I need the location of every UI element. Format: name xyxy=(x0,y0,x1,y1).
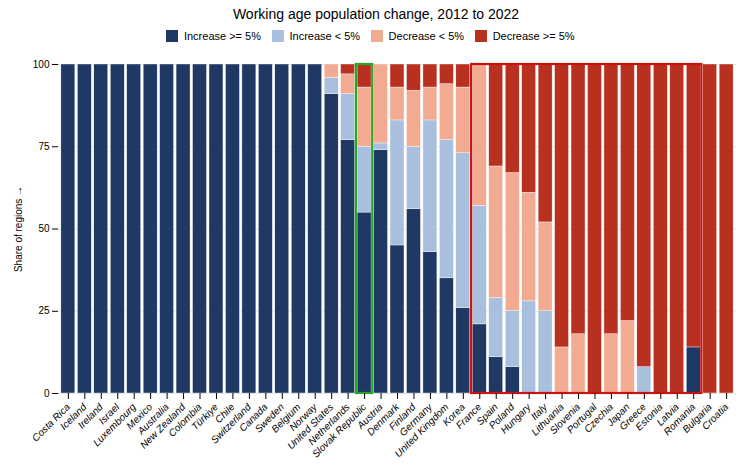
svg-text:Czechia: Czechia xyxy=(581,401,616,435)
svg-text:Hungary: Hungary xyxy=(498,401,533,436)
svg-text:Portugal: Portugal xyxy=(564,401,599,436)
svg-text:Iceland: Iceland xyxy=(57,401,89,432)
svg-text:Luxembourg: Luxembourg xyxy=(90,401,138,449)
svg-text:Israel: Israel xyxy=(96,401,122,427)
svg-text:Spain: Spain xyxy=(474,401,500,428)
svg-text:100: 100 xyxy=(33,59,50,70)
svg-text:Türkiye: Türkiye xyxy=(189,401,221,433)
html-text:Increase < 5%: Increase < 5% xyxy=(289,30,361,43)
svg-text:Canada: Canada xyxy=(237,401,270,434)
svg-text:Japan: Japan xyxy=(604,401,632,429)
svg-text:Germany: Germany xyxy=(397,401,435,439)
svg-text:50: 50 xyxy=(38,223,50,234)
svg-text:Romania: Romania xyxy=(661,401,698,438)
html-text:Decrease >= 5%: Decrease >= 5% xyxy=(492,30,575,43)
svg-text:Estonia: Estonia xyxy=(633,401,665,433)
svg-text:Italy: Italy xyxy=(528,401,550,422)
svg-text:Greece: Greece xyxy=(617,401,648,433)
svg-text:Korea: Korea xyxy=(440,401,467,428)
svg-text:Share of regions →: Share of regions → xyxy=(13,186,24,272)
svg-text:Bulgaria: Bulgaria xyxy=(680,401,714,435)
svg-text:Poland: Poland xyxy=(486,401,517,431)
svg-text:Netherlands: Netherlands xyxy=(305,401,352,448)
svg-text:Croatia: Croatia xyxy=(700,401,731,432)
svg-text:Slovenia: Slovenia xyxy=(547,401,583,437)
svg-text:Finland: Finland xyxy=(386,401,418,433)
svg-text:Norway: Norway xyxy=(287,401,319,433)
svg-text:Switzerland: Switzerland xyxy=(208,401,254,446)
svg-text:Ireland: Ireland xyxy=(75,401,105,431)
svg-text:75: 75 xyxy=(38,141,50,152)
svg-text:Austria: Austria xyxy=(354,401,385,431)
html-text:Working age population change,: Working age population change, 2012 to 2… xyxy=(232,6,520,22)
svg-text:Mexico: Mexico xyxy=(124,401,155,432)
svg-text:United States: United States xyxy=(285,401,336,452)
svg-text:Denmark: Denmark xyxy=(364,401,402,438)
svg-text:Chile: Chile xyxy=(212,401,237,426)
svg-text:Costa Rica: Costa Rica xyxy=(29,401,73,444)
svg-text:Belgium: Belgium xyxy=(269,401,303,435)
html-text:Decrease < 5%: Decrease < 5% xyxy=(388,30,465,43)
svg-text:Lithuania: Lithuania xyxy=(529,401,566,438)
html-text:Increase >= 5%: Increase >= 5% xyxy=(183,30,261,43)
svg-text:France: France xyxy=(453,401,484,431)
svg-text:Latvia: Latvia xyxy=(654,401,681,428)
svg-text:Colombia: Colombia xyxy=(166,401,204,439)
svg-text:25: 25 xyxy=(38,305,50,316)
svg-text:Australia: Australia xyxy=(135,401,171,437)
svg-text:New Zealand: New Zealand xyxy=(137,401,188,451)
svg-text:0: 0 xyxy=(44,388,50,399)
svg-text:United Kingdom: United Kingdom xyxy=(392,401,450,459)
svg-text:Slovak Republic: Slovak Republic xyxy=(310,401,368,459)
svg-text:Sweden: Sweden xyxy=(252,401,286,435)
